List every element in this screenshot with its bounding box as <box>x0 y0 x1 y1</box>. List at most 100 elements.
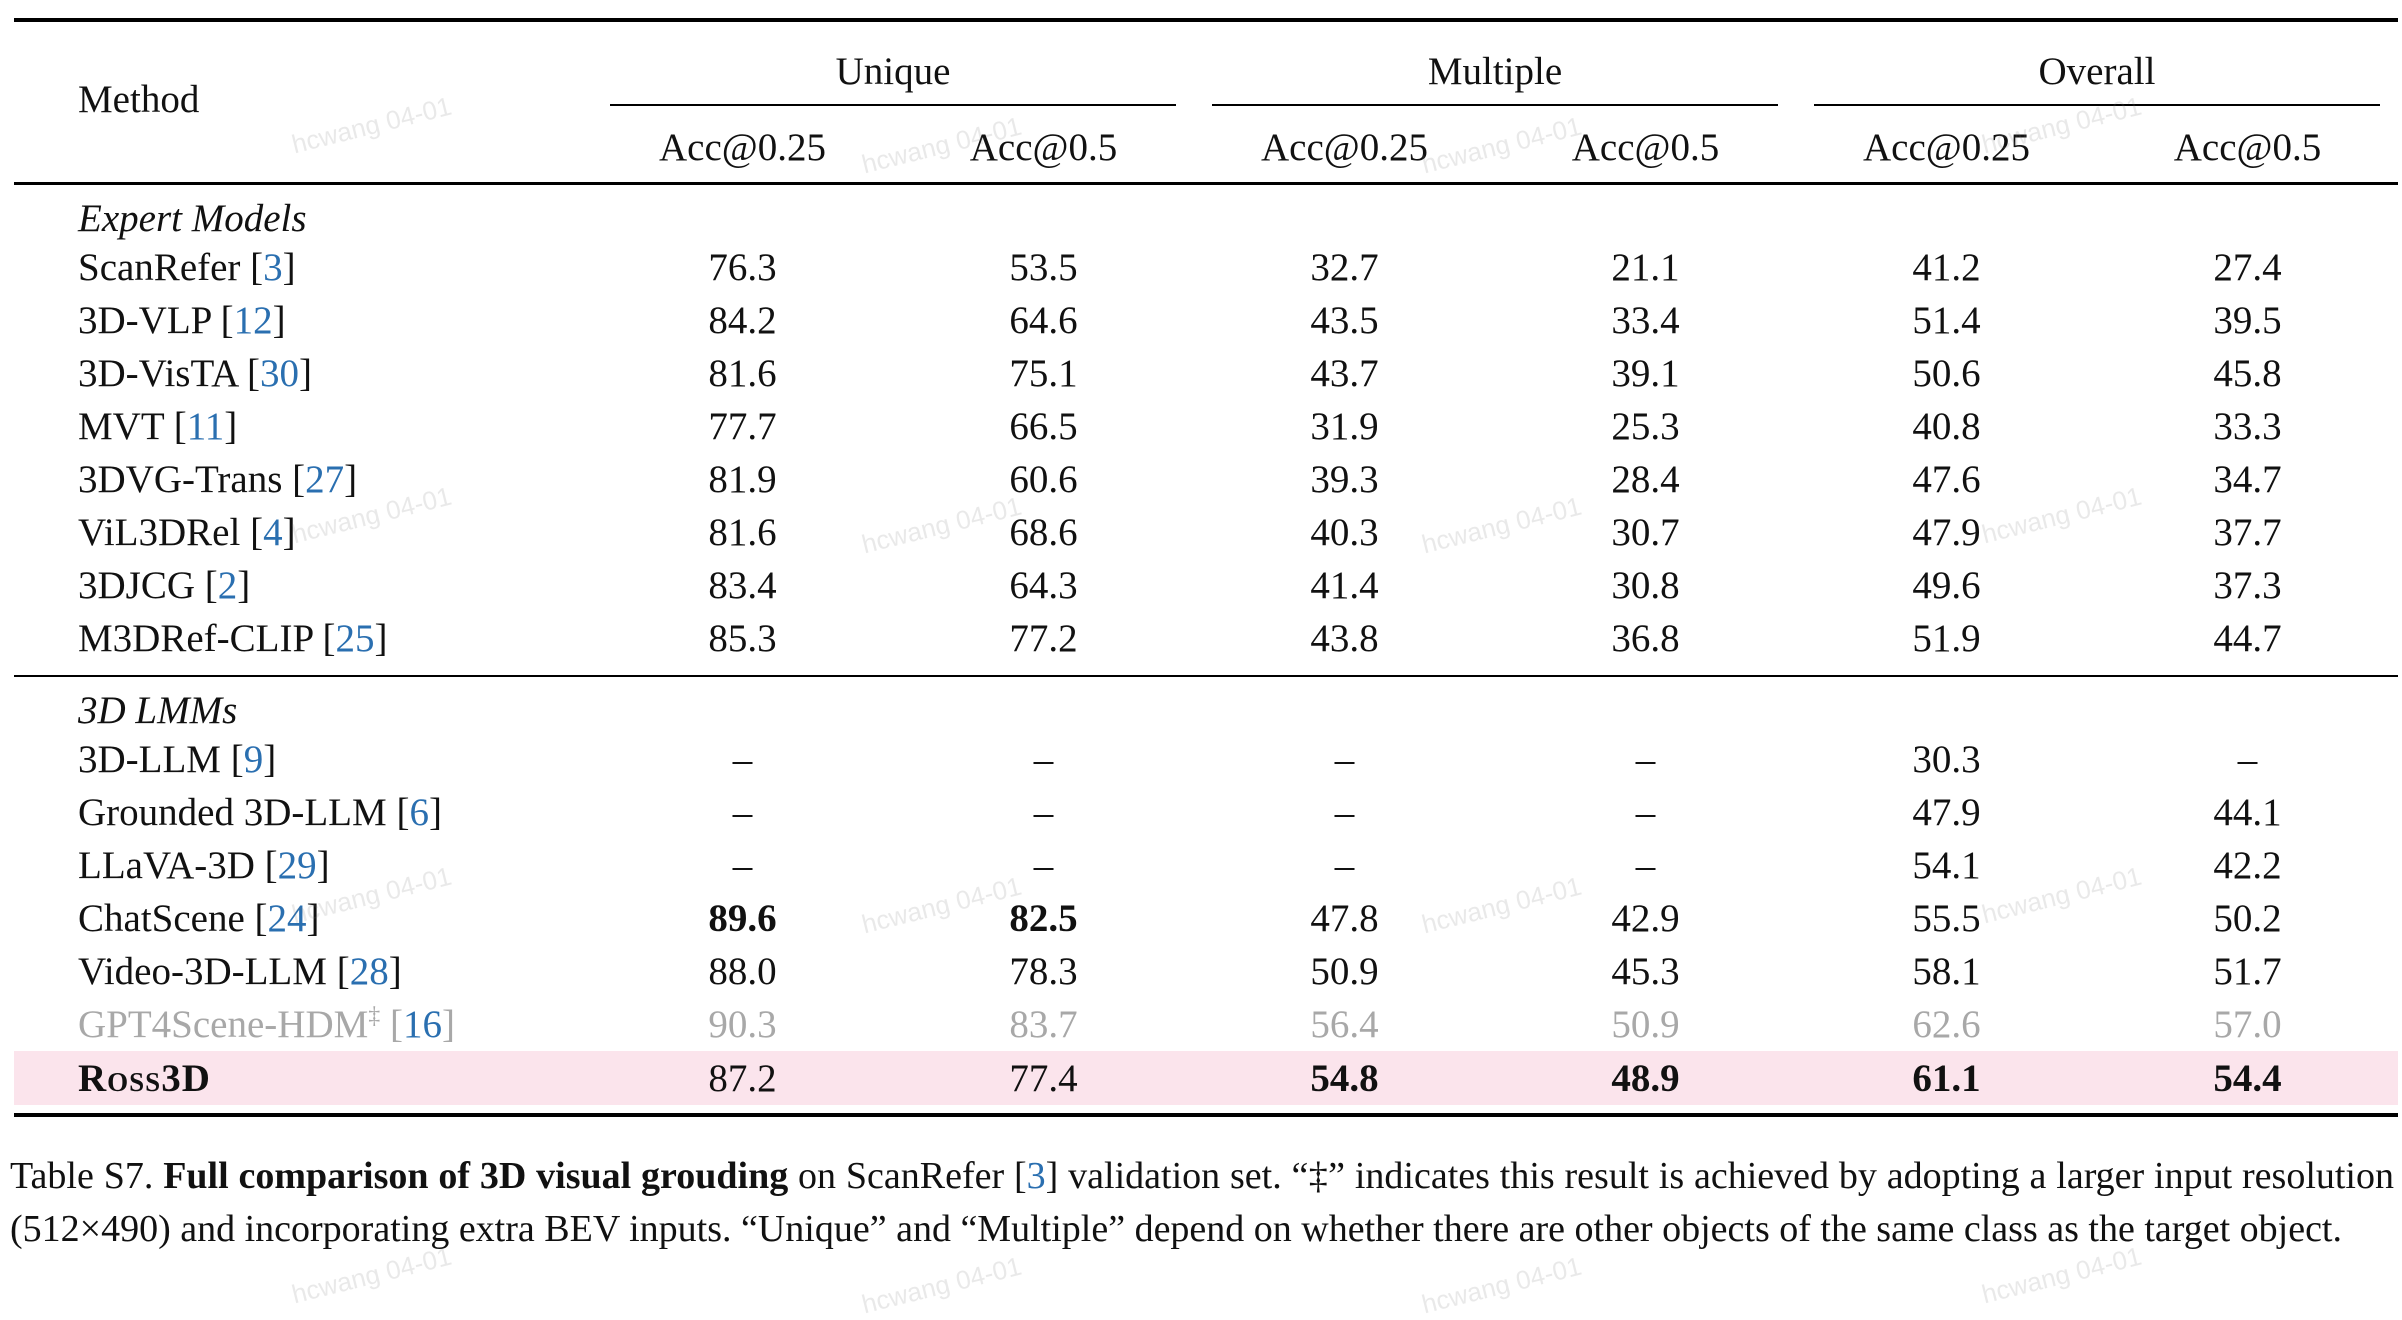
citation-link[interactable]: 2 <box>217 564 238 607</box>
value-cell: 77.7 <box>708 405 777 448</box>
value-cell: 28.4 <box>1611 458 1680 501</box>
method-name: GPT4Scene-HDM <box>78 1003 369 1046</box>
group-header-unique: Unique <box>592 22 1194 112</box>
citation-link[interactable]: 29 <box>277 844 317 887</box>
citation-link[interactable]: 28 <box>349 950 389 993</box>
value-cell: – <box>1635 791 1656 834</box>
value-cell: 87.2 <box>592 1051 893 1105</box>
caption-ref-link[interactable]: 3 <box>1026 1155 1046 1197</box>
caption-text: ] validation set. “‡” indicates this res… <box>10 1155 2394 1250</box>
method-name: 3DVG-Trans <box>78 458 293 501</box>
method-name-cell: 3DJCG [2] <box>78 564 251 607</box>
method-name: Ross3D <box>78 1056 211 1100</box>
value-cell: 43.5 <box>1310 299 1379 342</box>
citation-link[interactable]: 30 <box>259 352 299 395</box>
table-row: ChatScene [24] 89.6 82.5 47.8 42.9 55.5 50.2 <box>14 892 2398 945</box>
citation-link[interactable]: 25 <box>335 617 375 660</box>
table-row: 3DJCG [2] 83.4 64.3 41.4 30.8 49.6 37.3 <box>14 559 2398 612</box>
method-name: 3DJCG <box>78 564 205 607</box>
table-row: ViL3DRel [4] 81.6 68.6 40.3 30.7 47.9 37.7 <box>14 506 2398 559</box>
value-cell: 82.5 <box>1009 897 1078 940</box>
value-cell: 56.4 <box>1310 1003 1379 1046</box>
value-cell: 44.1 <box>2213 791 2282 834</box>
group-header-overall: Overall <box>1796 22 2398 112</box>
group-header-multiple: Multiple <box>1194 22 1796 112</box>
value-cell: 84.2 <box>708 299 777 342</box>
value-cell: 47.9 <box>1912 511 1981 554</box>
value-cell: 60.6 <box>1009 458 1078 501</box>
value-cell: 33.4 <box>1611 299 1680 342</box>
citation-link[interactable]: 9 <box>243 738 264 781</box>
method-name-cell: 3D-LLM [9] <box>78 738 277 781</box>
value-cell: 50.9 <box>1310 950 1379 993</box>
watermark-text: hcwang 04-01 <box>1418 1250 1585 1320</box>
value-cell: 34.7 <box>2213 458 2282 501</box>
value-cell: – <box>1635 844 1656 887</box>
value-cell: 21.1 <box>1611 246 1680 289</box>
method-name: MVT <box>78 405 174 448</box>
subheader-cell: Acc@0.25 <box>1863 125 2030 169</box>
subheader-cell: Acc@0.5 <box>1571 125 1720 169</box>
value-cell: 62.6 <box>1912 1003 1981 1046</box>
caption-label: Table S7. <box>10 1155 164 1197</box>
value-cell: 77.2 <box>1009 617 1078 660</box>
citation-link[interactable]: 12 <box>233 299 273 342</box>
value-cell: 51.9 <box>1912 617 1981 660</box>
value-cell: 37.7 <box>2213 511 2282 554</box>
value-cell: 54.1 <box>1912 844 1981 887</box>
section-title: Expert Models <box>78 197 307 240</box>
value-cell: 77.4 <box>893 1051 1194 1105</box>
value-cell: – <box>1334 791 1355 834</box>
value-cell: – <box>1033 791 1054 834</box>
value-cell: 49.6 <box>1912 564 1981 607</box>
table-row: MVT [11] 77.7 66.5 31.9 25.3 40.8 33.3 <box>14 400 2398 453</box>
method-name-cell: 3D-VLP [12] <box>78 299 286 342</box>
citation-link[interactable]: 11 <box>186 405 225 448</box>
subheader-cell: Acc@0.25 <box>659 125 826 169</box>
table-row: Grounded 3D-LLM [6] – – – – 47.9 44.1 <box>14 786 2398 839</box>
results-table-container: Method Unique Multiple Overall Acc@0.25 … <box>14 0 2398 1119</box>
value-cell: 76.3 <box>708 246 777 289</box>
value-cell: 40.8 <box>1912 405 1981 448</box>
value-cell: 41.2 <box>1912 246 1981 289</box>
citation-link[interactable]: 16 <box>403 1003 443 1046</box>
value-cell: 88.0 <box>708 950 777 993</box>
value-cell: 51.7 <box>2213 950 2282 993</box>
method-name: 3D-VLP <box>78 299 221 342</box>
table-caption: Table S7. Full comparison of 3D visual g… <box>10 1150 2394 1256</box>
method-name: 3D-LLM <box>78 738 231 781</box>
method-name-cell: ScanRefer [3] <box>78 246 296 289</box>
dagger-marker: ‡ <box>368 1003 381 1029</box>
citation-link[interactable]: 4 <box>263 511 283 554</box>
value-cell: 44.7 <box>2213 617 2282 660</box>
value-cell: 90.3 <box>708 1003 777 1046</box>
section-title: 3D LMMs <box>78 689 238 732</box>
method-name: M3DRef-CLIP <box>78 617 323 660</box>
table-row: 3D-VLP [12] 84.2 64.6 43.5 33.4 51.4 39.5 <box>14 294 2398 347</box>
method-name-cell: GPT4Scene-HDM‡ [16] <box>78 1003 456 1046</box>
citation-link[interactable]: 6 <box>409 791 429 834</box>
value-cell: – <box>1334 738 1355 781</box>
method-name-cell: ViL3DRel [4] <box>78 511 296 554</box>
subheader-cell: Acc@0.5 <box>969 125 1118 169</box>
method-name: Video-3D-LLM <box>78 950 337 993</box>
method-name-cell: 3D-VisTA [30] <box>78 352 312 395</box>
method-name-cell: M3DRef-CLIP [25] <box>78 617 388 660</box>
value-cell: 45.8 <box>2213 352 2282 395</box>
method-name-cell: Grounded 3D-LLM [6] <box>78 791 442 834</box>
citation-link[interactable]: 24 <box>267 897 307 940</box>
citation-link[interactable]: 27 <box>305 458 345 501</box>
citation-link[interactable]: 3 <box>263 246 283 289</box>
value-cell: 58.1 <box>1912 950 1981 993</box>
method-name-cell: ChatScene [24] <box>78 897 320 940</box>
method-name-cell: Video-3D-LLM [28] <box>78 950 402 993</box>
value-cell: 57.0 <box>2213 1003 2282 1046</box>
method-name-cell: MVT [11] <box>78 405 238 448</box>
table-row: 3D-VisTA [30] 81.6 75.1 43.7 39.1 50.6 45.8 <box>14 347 2398 400</box>
table-row: ScanRefer [3] 76.3 53.5 32.7 21.1 41.2 27.4 <box>14 241 2398 294</box>
value-cell: – <box>732 738 753 781</box>
caption-text: on ScanRefer [ <box>788 1155 1027 1197</box>
value-cell: 64.6 <box>1009 299 1078 342</box>
value-cell: 43.7 <box>1310 352 1379 395</box>
value-cell: 47.9 <box>1912 791 1981 834</box>
